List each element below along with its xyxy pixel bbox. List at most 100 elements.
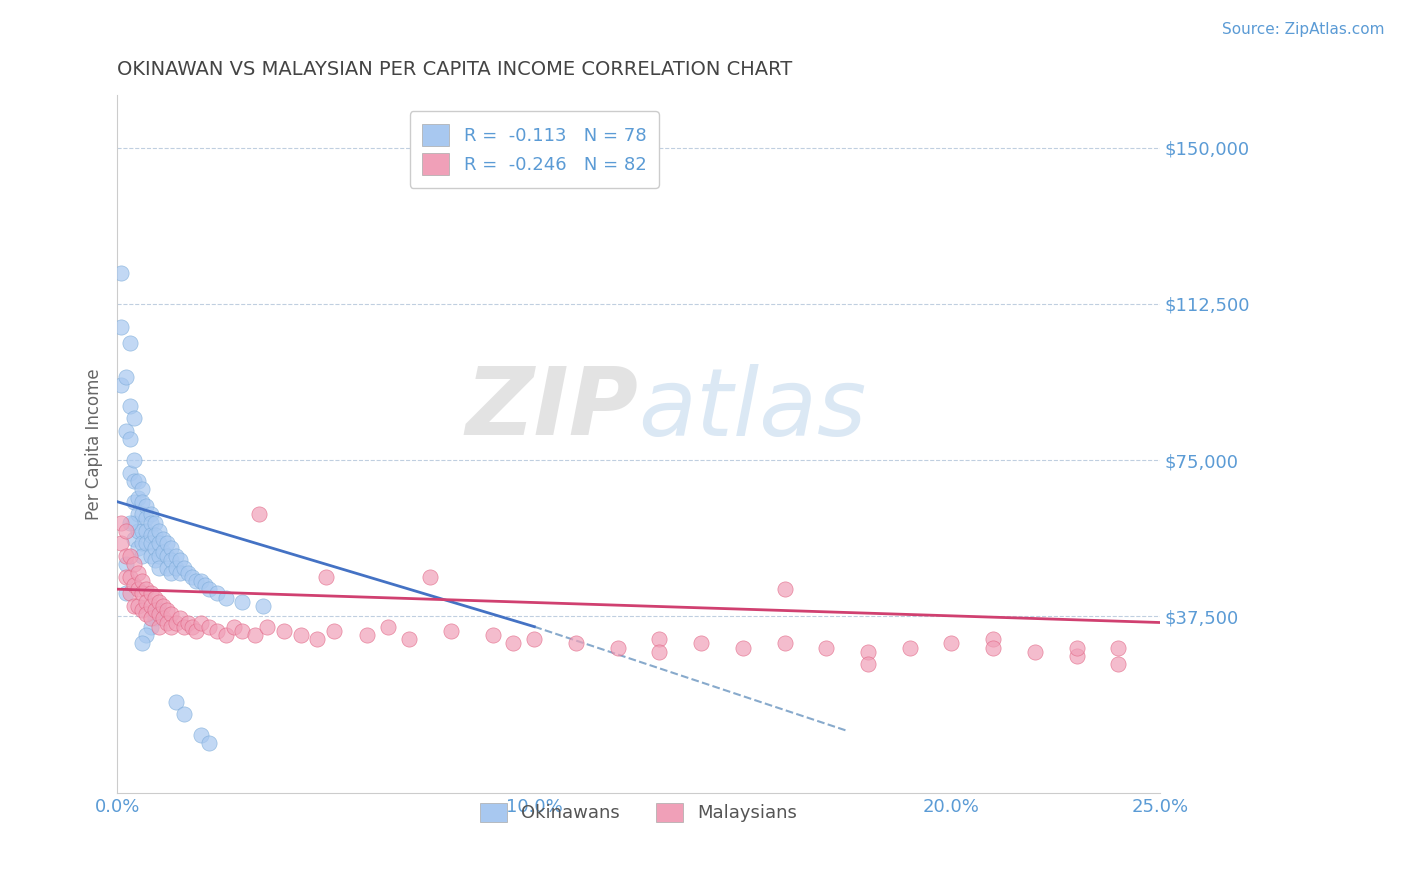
Point: [131, 536, 153, 550]
Point: [110, 266, 132, 280]
Point: [481, 628, 503, 642]
Point: [131, 586, 153, 600]
Point: [139, 611, 162, 625]
Point: [356, 628, 378, 642]
Point: [135, 582, 157, 597]
Point: [127, 474, 149, 488]
Point: [1107, 640, 1129, 655]
Point: [231, 595, 253, 609]
Point: [256, 620, 278, 634]
Point: [165, 561, 187, 575]
Point: [165, 615, 187, 630]
Point: [152, 544, 174, 558]
Point: [648, 632, 671, 647]
Point: [135, 524, 157, 538]
Point: [377, 620, 399, 634]
Point: [127, 566, 149, 580]
Point: [143, 553, 166, 567]
Legend: Okinawans, Malaysians: Okinawans, Malaysians: [468, 792, 808, 833]
Point: [247, 507, 270, 521]
Point: [214, 591, 236, 605]
Point: [131, 636, 153, 650]
Point: [114, 586, 136, 600]
Point: [118, 336, 141, 351]
Point: [398, 632, 420, 647]
Point: [135, 511, 157, 525]
Point: [198, 582, 221, 597]
Point: [731, 640, 754, 655]
Point: [139, 586, 162, 600]
Text: OKINAWAN VS MALAYSIAN PER CAPITA INCOME CORRELATION CHART: OKINAWAN VS MALAYSIAN PER CAPITA INCOME …: [117, 60, 793, 78]
Point: [190, 615, 212, 630]
Point: [148, 536, 170, 550]
Point: [156, 536, 179, 550]
Point: [127, 507, 149, 521]
Point: [127, 524, 149, 538]
Point: [135, 536, 157, 550]
Point: [118, 516, 141, 530]
Point: [160, 607, 183, 622]
Point: [440, 624, 463, 638]
Point: [898, 640, 921, 655]
Point: [606, 640, 628, 655]
Point: [139, 536, 162, 550]
Point: [1066, 640, 1088, 655]
Point: [222, 620, 245, 634]
Point: [198, 736, 221, 750]
Point: [114, 369, 136, 384]
Point: [114, 524, 136, 538]
Point: [214, 628, 236, 642]
Point: [160, 620, 183, 634]
Point: [690, 636, 713, 650]
Point: [773, 636, 796, 650]
Point: [148, 607, 170, 622]
Point: [190, 574, 212, 588]
Point: [131, 574, 153, 588]
Point: [177, 615, 200, 630]
Point: [139, 507, 162, 521]
Point: [122, 516, 145, 530]
Point: [273, 624, 295, 638]
Point: [114, 570, 136, 584]
Point: [118, 549, 141, 563]
Point: [118, 399, 141, 413]
Point: [148, 603, 170, 617]
Point: [181, 570, 204, 584]
Text: atlas: atlas: [638, 364, 868, 455]
Point: [118, 586, 141, 600]
Point: [207, 586, 229, 600]
Point: [122, 453, 145, 467]
Point: [169, 566, 191, 580]
Point: [198, 620, 221, 634]
Point: [207, 624, 229, 638]
Point: [114, 557, 136, 571]
Point: [523, 632, 546, 647]
Point: [122, 494, 145, 508]
Point: [1107, 657, 1129, 672]
Point: [169, 553, 191, 567]
Point: [127, 599, 149, 613]
Point: [186, 574, 208, 588]
Point: [131, 482, 153, 496]
Point: [173, 561, 195, 575]
Point: [143, 591, 166, 605]
Point: [122, 532, 145, 546]
Point: [190, 728, 212, 742]
Point: [139, 516, 162, 530]
Point: [419, 570, 441, 584]
Point: [122, 578, 145, 592]
Point: [114, 424, 136, 438]
Point: [194, 578, 217, 592]
Point: [143, 516, 166, 530]
Point: [139, 620, 162, 634]
Point: [122, 411, 145, 425]
Point: [941, 636, 963, 650]
Point: [148, 620, 170, 634]
Point: [148, 561, 170, 575]
Point: [323, 624, 346, 638]
Point: [156, 603, 179, 617]
Point: [290, 628, 312, 642]
Point: [118, 570, 141, 584]
Point: [122, 557, 145, 571]
Point: [177, 566, 200, 580]
